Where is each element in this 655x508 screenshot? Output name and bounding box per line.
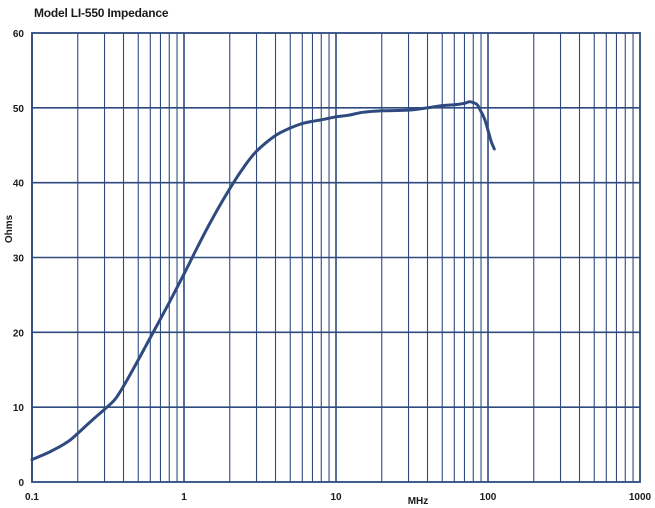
x-tick-label: 0.1 [25, 492, 39, 503]
y-tick-label: 20 [13, 328, 25, 339]
y-axis-label: Ohms [4, 214, 15, 243]
y-tick-label: 40 [13, 179, 25, 190]
y-tick-label: 10 [13, 403, 25, 414]
x-tick-label: 1000 [629, 492, 652, 503]
y-tick-label: 50 [13, 104, 25, 115]
chart-title: Model LI-550 Impedance [34, 6, 169, 20]
y-tick-label: 30 [13, 254, 25, 265]
y-tick-label: 0 [18, 478, 24, 489]
plot-frame [31, 32, 641, 483]
series-line-impedance [30, 100, 496, 462]
y-tick-labels: 0 10 20 30 40 50 60 [13, 29, 25, 489]
y-tick-label: 60 [13, 29, 25, 40]
x-axis-label: MHz [408, 496, 429, 507]
x-tick-label: 100 [480, 492, 497, 503]
x-tick-label: 10 [330, 492, 342, 503]
x-tick-labels: 0.1 1 10 100 1000 [25, 492, 652, 503]
plot-border [31, 32, 641, 483]
x-tick-label: 1 [181, 492, 187, 503]
